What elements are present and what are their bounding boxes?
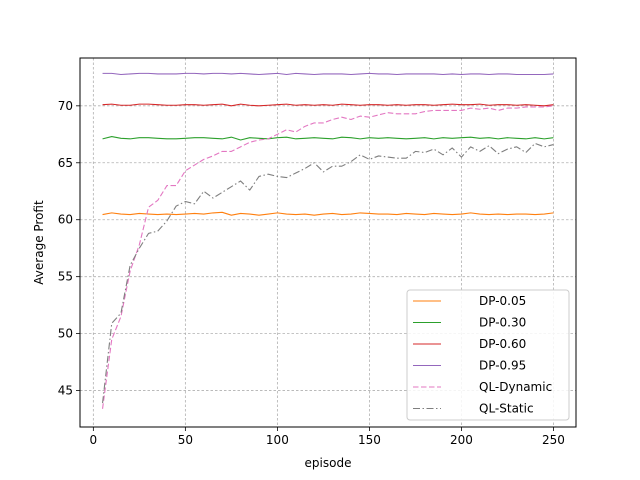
series-line-ql-static	[102, 142, 554, 404]
x-tick-label: 0	[90, 433, 98, 447]
y-tick-label: 65	[58, 156, 73, 170]
x-axis-label: episode	[305, 456, 352, 470]
x-tick-label: 250	[542, 433, 565, 447]
y-tick-label: 55	[58, 270, 73, 284]
series-line-dp-0-30	[102, 136, 554, 141]
legend-label: DP-0.05	[479, 294, 526, 308]
axis-ticks: 0 50 100 150 200 250 45 50 55 60 65 70	[58, 99, 565, 447]
y-tick-label: 45	[58, 384, 73, 398]
y-tick-label: 60	[58, 213, 73, 227]
y-axis-label: Average Profit	[32, 200, 46, 285]
y-tick-label: 50	[58, 327, 73, 341]
x-tick-label: 150	[358, 433, 381, 447]
legend-label: DP-0.60	[479, 337, 526, 351]
legend-label: QL-Dynamic	[479, 380, 552, 394]
series-line-dp-0-95	[102, 72, 554, 76]
series-line-ql-dynamic	[102, 105, 554, 409]
plot-frame	[79, 57, 577, 428]
series-line-dp-0-60	[102, 103, 554, 107]
x-tick-label: 100	[266, 433, 289, 447]
legend-box	[406, 289, 570, 421]
series-layer	[102, 72, 554, 409]
series-line-dp-0-05	[102, 211, 554, 216]
x-tick-label: 200	[450, 433, 473, 447]
legend-label: QL-Static	[479, 402, 534, 416]
legend-label: DP-0.95	[479, 359, 526, 373]
y-tick-label: 70	[58, 99, 73, 113]
legend: DP-0.05 DP-0.30 DP-0.60 DP-0.95 QL-Dynamic QL…	[406, 289, 570, 421]
legend-label: DP-0.30	[479, 316, 526, 330]
x-tick-label: 50	[178, 433, 193, 447]
